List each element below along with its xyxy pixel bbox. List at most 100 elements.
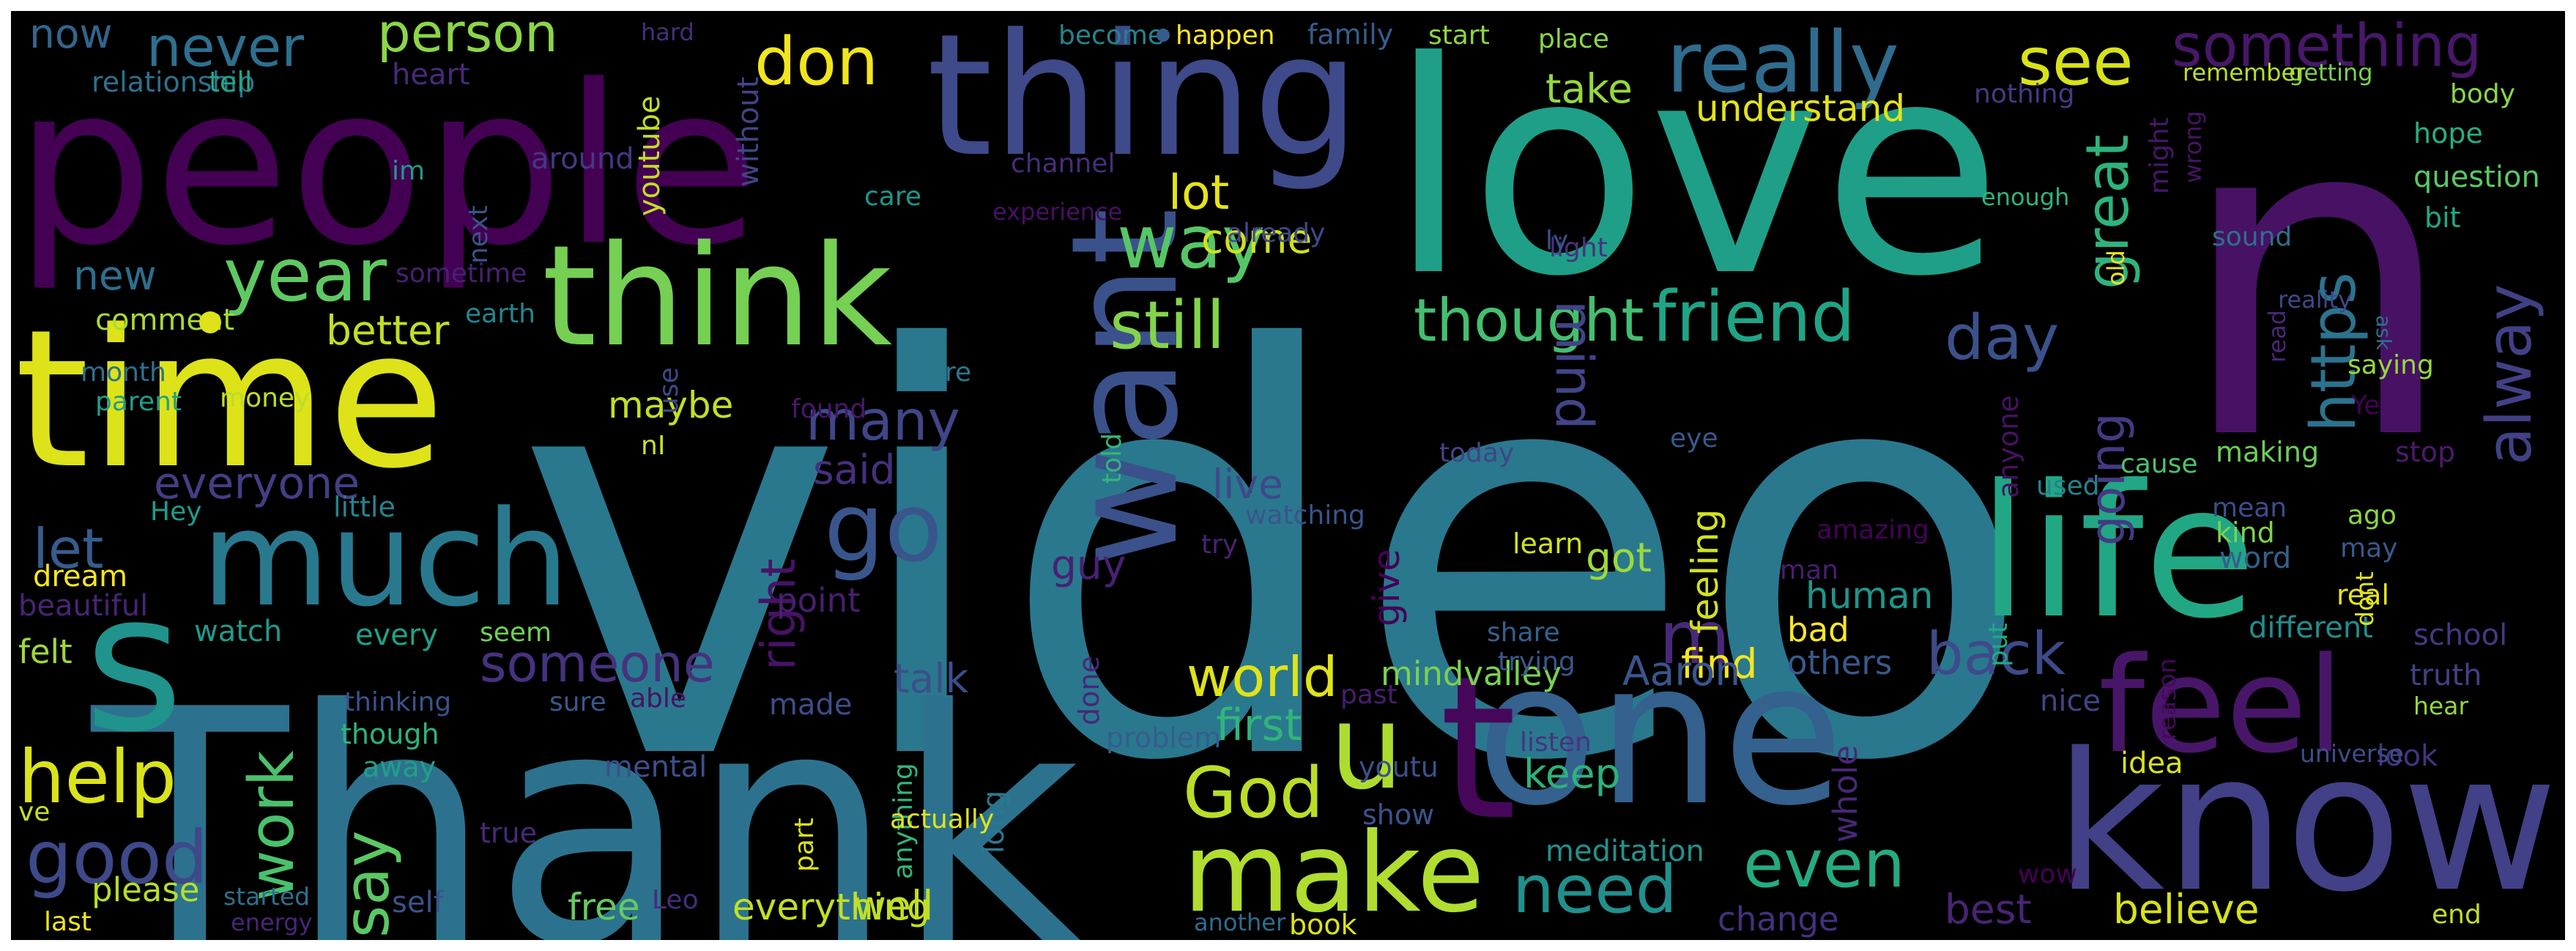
word: reality [2278, 286, 2352, 314]
word: new [73, 252, 157, 299]
word: old [2102, 250, 2130, 286]
word: guy [1051, 541, 1126, 588]
word: work [236, 750, 308, 901]
word: channel [1011, 149, 1115, 179]
word: God [1183, 753, 1324, 834]
word: anything [888, 763, 918, 879]
word: Aaron [1622, 648, 1740, 695]
dot-mark [199, 311, 221, 333]
word: ly [1549, 248, 1550, 250]
word: help [18, 734, 177, 820]
word: made [769, 688, 852, 722]
word: last [44, 907, 92, 937]
word: even [1743, 826, 1905, 903]
word: done [1073, 656, 1105, 725]
word: read [2263, 310, 2291, 363]
word: beautiful [18, 589, 148, 623]
word: know [2055, 713, 2558, 934]
word: good [26, 815, 208, 900]
word: Leo [652, 885, 699, 915]
word: wrong [2179, 111, 2207, 183]
word: self [392, 886, 445, 919]
word: money [220, 383, 310, 413]
word: love [1388, 11, 2002, 341]
word: reason [2153, 658, 2181, 740]
word: think [542, 215, 892, 377]
word: hard [641, 18, 694, 46]
word: re [945, 358, 971, 388]
word: best [1945, 886, 2032, 933]
word: started [223, 882, 310, 911]
word: meditation [1545, 835, 1704, 868]
word: put [1983, 623, 2013, 667]
word: felt [18, 632, 73, 671]
word: dont [2350, 571, 2379, 626]
word: try [1201, 530, 1238, 560]
word: little [333, 491, 396, 523]
word: first [1216, 700, 1302, 751]
word: whole [1826, 745, 1865, 843]
word: need [1512, 851, 1677, 928]
word: month [81, 358, 166, 388]
word: take [1545, 65, 1633, 112]
word: energy [231, 909, 313, 936]
word: parent [95, 387, 182, 417]
word: understand [1696, 87, 1905, 130]
word: question [2413, 160, 2540, 194]
word: idea [2120, 747, 2183, 780]
word: start [1428, 21, 1490, 51]
word: great [2074, 134, 2142, 289]
word: m [1659, 595, 1730, 681]
word: making [2216, 436, 2319, 468]
word: watch [194, 615, 282, 648]
word-cloud-canvas: video Thank n love people time thing lif… [15, 11, 2558, 940]
word: someone [480, 634, 715, 694]
word: feeling [1684, 509, 1726, 634]
word: world [1187, 645, 1338, 709]
word: different [2249, 611, 2373, 645]
word: care [864, 182, 921, 212]
word: though [341, 718, 439, 750]
word: real [2336, 579, 2389, 611]
word: im [392, 156, 425, 186]
word: anyone [1992, 395, 2024, 498]
word: youtube [633, 95, 667, 216]
word: much [201, 483, 569, 636]
dot-mark [1157, 29, 1170, 42]
word: want [1040, 208, 1211, 568]
word: find [1681, 640, 1757, 687]
word: used [2036, 471, 2100, 501]
word: u [1329, 678, 1403, 815]
word: alway [2473, 284, 2546, 465]
word: right [751, 558, 806, 670]
word: Ye [2350, 391, 2380, 421]
word: happen [1176, 21, 1275, 51]
word: mean [2212, 493, 2287, 523]
word: don [754, 23, 878, 100]
word: believe [2113, 886, 2260, 933]
word: human [1805, 574, 1933, 617]
word: sometime [396, 259, 527, 289]
word: mind [1544, 300, 1604, 429]
word: without [732, 77, 765, 187]
word: place [1538, 24, 1609, 54]
word: able [630, 684, 686, 714]
word: heart [392, 58, 470, 92]
word: hope [2413, 117, 2483, 149]
word-layer: video Thank n love people time thing lif… [15, 11, 2558, 940]
word: thinking [344, 687, 451, 717]
word: thing [927, 11, 1360, 194]
word: part [790, 818, 820, 872]
word: tell [209, 66, 252, 98]
word: light [1549, 233, 1608, 263]
word: around [531, 142, 634, 176]
word: relationship [92, 66, 255, 98]
word: hear [2413, 692, 2468, 720]
word: might [2145, 117, 2175, 194]
word: bad [1787, 610, 1849, 649]
word: really [1666, 14, 1899, 112]
word: https [2298, 272, 2370, 432]
word: bit [2424, 201, 2461, 234]
word: man [1780, 555, 1838, 585]
word: show [1362, 799, 1434, 831]
